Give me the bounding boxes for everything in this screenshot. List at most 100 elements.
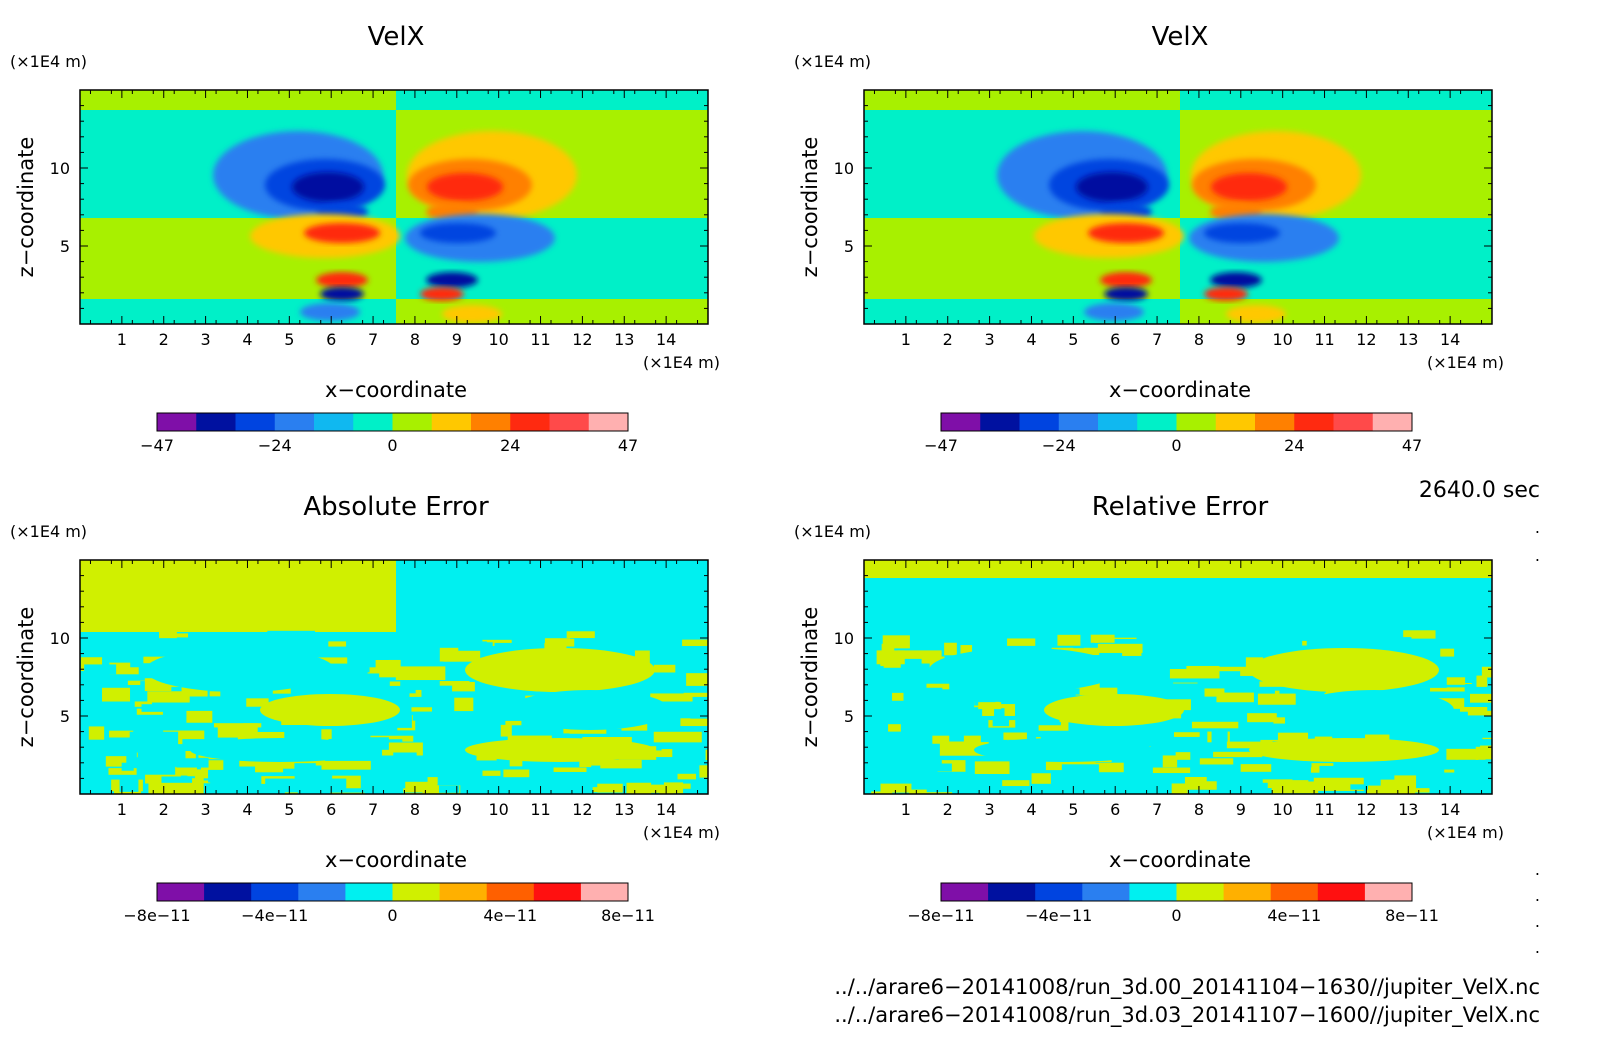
x-tick-label: 1 [901,800,911,819]
error-patch [1174,732,1200,737]
z-tick-label: 5 [844,237,854,256]
error-patch [433,732,460,746]
colorbar-label: 0 [387,436,397,455]
colorbar-swatch [345,883,393,901]
error-patch [1433,723,1454,737]
error-patch [1278,633,1319,641]
x-tick-label: 9 [452,800,462,819]
band [864,90,1180,110]
x-tick-label: 4 [242,330,252,349]
error-patch [867,757,916,768]
region [1249,648,1439,692]
plot-frame [863,559,1493,795]
error-patch [1420,687,1465,692]
x-tick-label: 1 [117,330,127,349]
x-tick-label: 1 [117,800,127,819]
error-patch [604,632,635,639]
error-patch [987,730,1016,741]
band [1180,299,1492,324]
error-patch [1030,716,1061,726]
error-patch [1481,665,1492,678]
panel-title: Absolute Error [303,492,489,522]
error-patch [272,685,291,694]
colorbar-label: −4e−11 [241,906,308,925]
error-patch [1306,636,1339,648]
error-patch [464,716,492,722]
region [929,648,1119,692]
x-tick-label: 2 [159,330,169,349]
error-patch [163,730,205,740]
x-tick-label: 6 [1110,330,1120,349]
error-patch [430,750,477,762]
footer-file-1: ../../arare6−20141008/run_3d.00_20141104… [834,975,1540,1000]
error-patch [1436,698,1465,709]
lobe-neg [1084,303,1144,321]
error-patch [639,646,656,651]
error-patch [111,647,147,659]
x-tick-label: 3 [201,330,211,349]
error-patch [1256,768,1303,780]
z-unit-label: (×1E4 m) [794,522,871,541]
z-tick-label: 10 [834,629,854,648]
error-patch [1476,675,1488,687]
colorbar-swatch [1176,413,1217,431]
band [864,578,1492,630]
x-tick-label: 10 [488,330,508,349]
colorbar-frame [940,412,1413,432]
region [1249,738,1439,762]
error-patch [109,662,139,675]
region [465,648,655,692]
plot-area [864,90,1492,324]
error-patch [1215,666,1260,672]
error-patch [175,766,197,776]
error-patch [699,765,708,778]
error-patch [437,699,451,714]
colorbar-swatch [274,413,315,431]
error-patch [677,773,697,780]
footer-file-2: ../../arare6−20141008/run_3d.03_20141107… [834,1003,1540,1028]
colorbar-label: 47 [1402,436,1422,455]
error-patch [686,673,708,686]
error-patch [333,663,355,668]
colorbar-swatch [157,413,197,431]
error-patch [1045,758,1096,771]
error-patch [393,752,417,760]
error-patch [1240,764,1272,772]
error-patch [1442,713,1461,719]
error-patch [382,742,423,756]
error-patch [295,639,340,645]
error-patch [439,681,470,686]
error-patch [504,730,554,735]
colorbar-label: −47 [924,436,958,455]
error-patch [176,788,204,794]
colorbar-label: −4e−11 [1025,906,1092,925]
error-patch [229,728,257,737]
error-patch [1191,721,1239,729]
error-patch [313,657,350,664]
colorbar-swatch [392,413,433,431]
x-tick-label: 7 [1152,330,1162,349]
x-tick-label: 3 [985,800,995,819]
error-patch [213,723,262,728]
colorbar-swatch [251,883,299,901]
error-patch [114,790,142,794]
lobe-pos [304,223,380,243]
error-patch [467,692,511,698]
colorbar-swatch [1294,413,1334,431]
lobe-pos [1226,305,1286,323]
error-patch [147,691,190,703]
colorbar-swatch [1317,883,1366,901]
x-unit-label: (×1E4 m) [643,823,720,842]
error-patch [283,768,316,776]
colorbar-swatch [941,413,981,431]
x-tick-label: 5 [1068,330,1078,349]
colorbar-label: 24 [500,436,520,455]
error-patch [452,681,475,692]
error-patch [1082,762,1124,773]
panel-title: VelX [368,22,425,52]
colorbar-frame [940,882,1413,902]
error-patch [992,719,1010,727]
region [1044,694,1184,726]
error-patch [626,782,652,794]
error-patch [892,692,904,701]
